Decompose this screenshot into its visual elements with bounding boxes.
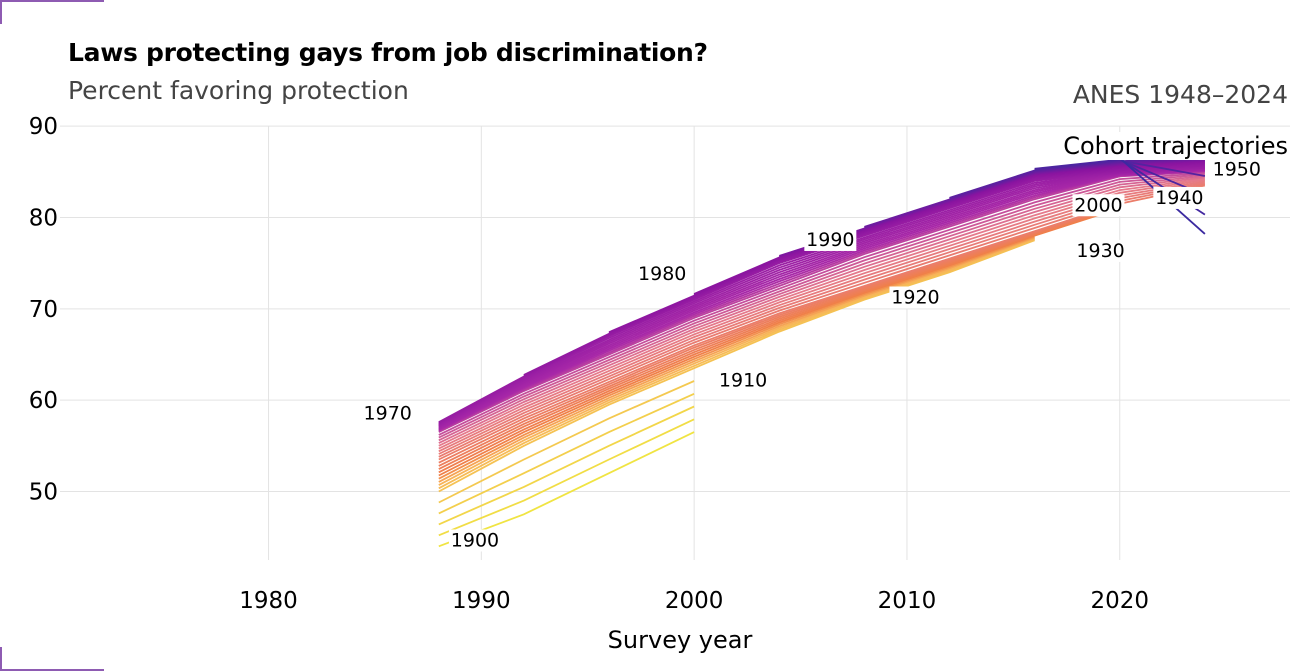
cohort-label-bg-1920 <box>889 286 942 309</box>
corner-mark-top-vertical <box>0 0 2 24</box>
cohort-line-1966 <box>438 167 1205 426</box>
cohort-line-1902 <box>438 418 695 537</box>
cohort-line-1930 <box>438 184 1206 461</box>
cohort-label-1970: 1970 <box>364 403 412 425</box>
x-tick-label-1980: 1980 <box>239 588 298 614</box>
cohort-line-1920 <box>438 207 1121 477</box>
x-tick-label-2020: 2020 <box>1090 588 1149 614</box>
cohort-line-1954 <box>438 170 1205 432</box>
cohort-line-1904 <box>438 405 695 526</box>
cohort-line-1962 <box>438 168 1205 428</box>
cohort-line-1960 <box>438 168 1205 429</box>
cohort-label-1950: 1950 <box>1213 159 1261 181</box>
cohort-line-1946 <box>438 173 1205 439</box>
y-tick-label-70: 70 <box>29 297 58 323</box>
cohort-label-bg-1910 <box>717 369 770 392</box>
corner-mark-bottom <box>0 669 104 671</box>
cohort-line-1958 <box>438 169 1205 430</box>
cohort-line-1924 <box>438 205 1121 470</box>
cohort-line-1918 <box>438 235 1035 480</box>
chart-title: Laws protecting gays from job discrimina… <box>68 38 708 67</box>
data-source: ANES 1948–2024 <box>1072 80 1288 109</box>
cohort-line-1914 <box>438 237 1035 486</box>
x-tick-label-2010: 2010 <box>878 588 937 614</box>
cohort-line-1926 <box>438 204 1121 467</box>
cohort-label-bg-1950 <box>1210 158 1263 181</box>
cohort-line-1908 <box>438 380 695 504</box>
x-tick-label-1990: 1990 <box>452 588 511 614</box>
cohort-label-1940: 1940 <box>1155 187 1203 209</box>
cohort-line-1910 <box>438 239 1035 493</box>
cohort-label-bg-1900 <box>448 529 501 552</box>
y-tick-label-60: 60 <box>29 388 58 414</box>
cohort-line-1950 <box>438 170 1205 433</box>
cohort-label-1900: 1900 <box>451 529 499 551</box>
y-tick-label-90: 90 <box>29 114 58 140</box>
cohort-label-bg-2000 <box>1072 194 1125 217</box>
cohort-label-bg-1970 <box>361 402 414 425</box>
cohort-label-1980: 1980 <box>638 263 686 285</box>
cohort-line-1968 <box>438 166 1205 425</box>
cohort-line-1928 <box>438 203 1121 464</box>
cohort-line-1952 <box>438 170 1205 433</box>
corner-mark-top <box>0 0 104 2</box>
cohort-label-1930: 1930 <box>1076 240 1124 262</box>
y-tick-label-50: 50 <box>29 479 58 505</box>
chart-subtitle: Percent favoring protection <box>68 76 409 105</box>
cohort-label-1990: 1990 <box>806 229 854 251</box>
cohort-label-bg-1990 <box>804 228 857 251</box>
legend-label: Cohort trajectories <box>1049 132 1288 160</box>
cohort-line-1964 <box>438 167 1205 427</box>
cohort-label-bg-1940 <box>1153 186 1206 209</box>
y-tick-label-80: 80 <box>29 205 58 231</box>
x-axis-label: Survey year <box>608 626 753 654</box>
cohort-label-bg-1930 <box>1074 239 1127 262</box>
cohort-label-1920: 1920 <box>891 287 939 309</box>
cohort-line-1922 <box>438 206 1121 474</box>
cohort-labels: 1900 1910 1920 1930 1940 1950 1970 1980 1990 2000 <box>361 158 1263 552</box>
cohort-label-2000: 2000 <box>1074 194 1122 216</box>
cohort-line-1948 <box>438 172 1205 436</box>
x-tick-label-2000: 2000 <box>665 588 724 614</box>
cohort-line-1906 <box>438 392 695 515</box>
cohort-label-1910: 1910 <box>719 370 767 392</box>
cohort-line-1956 <box>438 169 1205 431</box>
corner-mark-bottom-vertical <box>0 647 2 671</box>
axes: 50 60 70 80 90 1980 1990 2000 2010 2020 Survey yea… <box>29 114 1149 654</box>
cohort-line-1912 <box>438 238 1035 490</box>
cohort-label-bg-1980 <box>636 262 689 285</box>
cohort-line-1916 <box>438 236 1035 483</box>
